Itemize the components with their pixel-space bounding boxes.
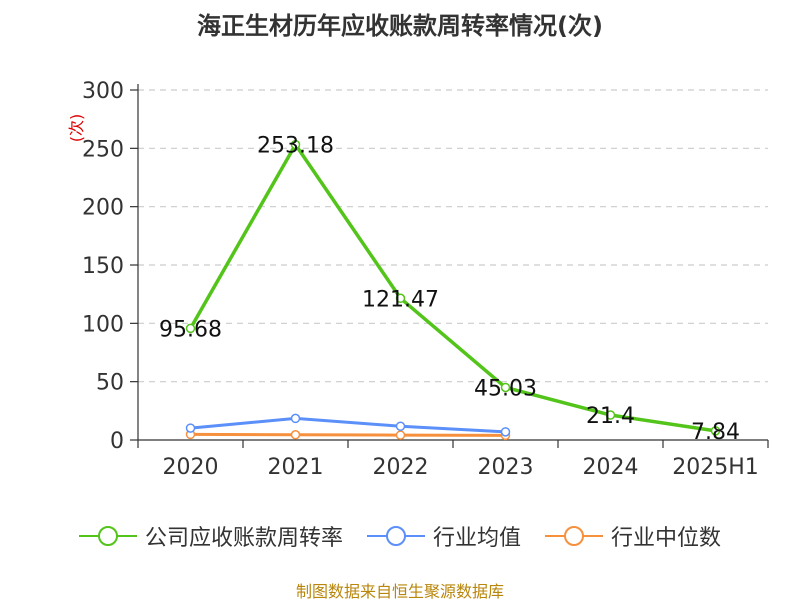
x-tick-label: 2025H1 — [672, 455, 759, 480]
legend-item-company[interactable]: 公司应收账款周转率 — [78, 520, 343, 552]
legend-label-industry-mean: 行业均值 — [432, 526, 521, 551]
data-source-note: 制图数据来自恒生聚源数据库 — [295, 582, 504, 601]
legend-line-blue-icon — [366, 526, 425, 546]
series-line-0 — [188, 142, 716, 433]
series-line-1 — [190, 416, 506, 434]
legend-line-orange-icon — [545, 526, 603, 546]
series-line-2 — [190, 432, 506, 437]
legend-label-company: 公司应收账款周转率 — [144, 526, 343, 551]
y-tick-label: 250 — [82, 137, 124, 162]
legend-item-industry-median[interactable]: 行业中位数 — [545, 520, 721, 552]
x-tick-label: 2021 — [268, 455, 324, 480]
y-tick-label: 300 — [82, 79, 124, 104]
data-label: 121.47 — [362, 287, 439, 312]
data-label: 253.18 — [257, 134, 334, 159]
data-point-2 — [290, 430, 301, 440]
data-point-2 — [395, 430, 406, 440]
chart-legend: 公司应收账款周转率 行业均值 行业中位数 — [0, 520, 800, 552]
data-point-0 — [710, 426, 721, 436]
data-label: 45.03 — [474, 376, 537, 401]
x-tick-label: 2023 — [478, 455, 534, 480]
y-tick-label: 150 — [82, 254, 124, 279]
y-tick-label: 50 — [96, 371, 124, 396]
legend-item-industry-mean[interactable]: 行业均值 — [366, 520, 521, 552]
data-point-1 — [500, 427, 511, 437]
data-label: 7.84 — [691, 420, 740, 445]
data-point-0 — [395, 293, 406, 304]
y-tick-label: 0 — [110, 429, 124, 454]
y-tick-label: 100 — [82, 312, 124, 337]
x-tick-label: 2024 — [583, 455, 639, 480]
legend-label-industry-median: 行业中位数 — [611, 526, 722, 551]
data-label: 95.68 — [159, 317, 222, 342]
x-tick-label: 2022 — [373, 455, 429, 480]
y-axis-unit-label: (次) — [67, 114, 86, 143]
data-label: 21.4 — [586, 404, 635, 429]
x-tick-label: 2020 — [163, 455, 219, 480]
data-point-0 — [185, 323, 196, 334]
data-point-1 — [185, 423, 196, 433]
data-point-0 — [500, 382, 511, 393]
legend-line-green-icon — [78, 526, 137, 546]
data-point-1 — [290, 413, 301, 424]
chart-title: 海正生材历年应收账款周转率情况(次) — [197, 12, 603, 40]
data-point-0 — [605, 410, 616, 420]
y-tick-label: 200 — [82, 196, 124, 221]
data-point-1 — [395, 421, 406, 431]
data-point-0 — [290, 139, 301, 150]
